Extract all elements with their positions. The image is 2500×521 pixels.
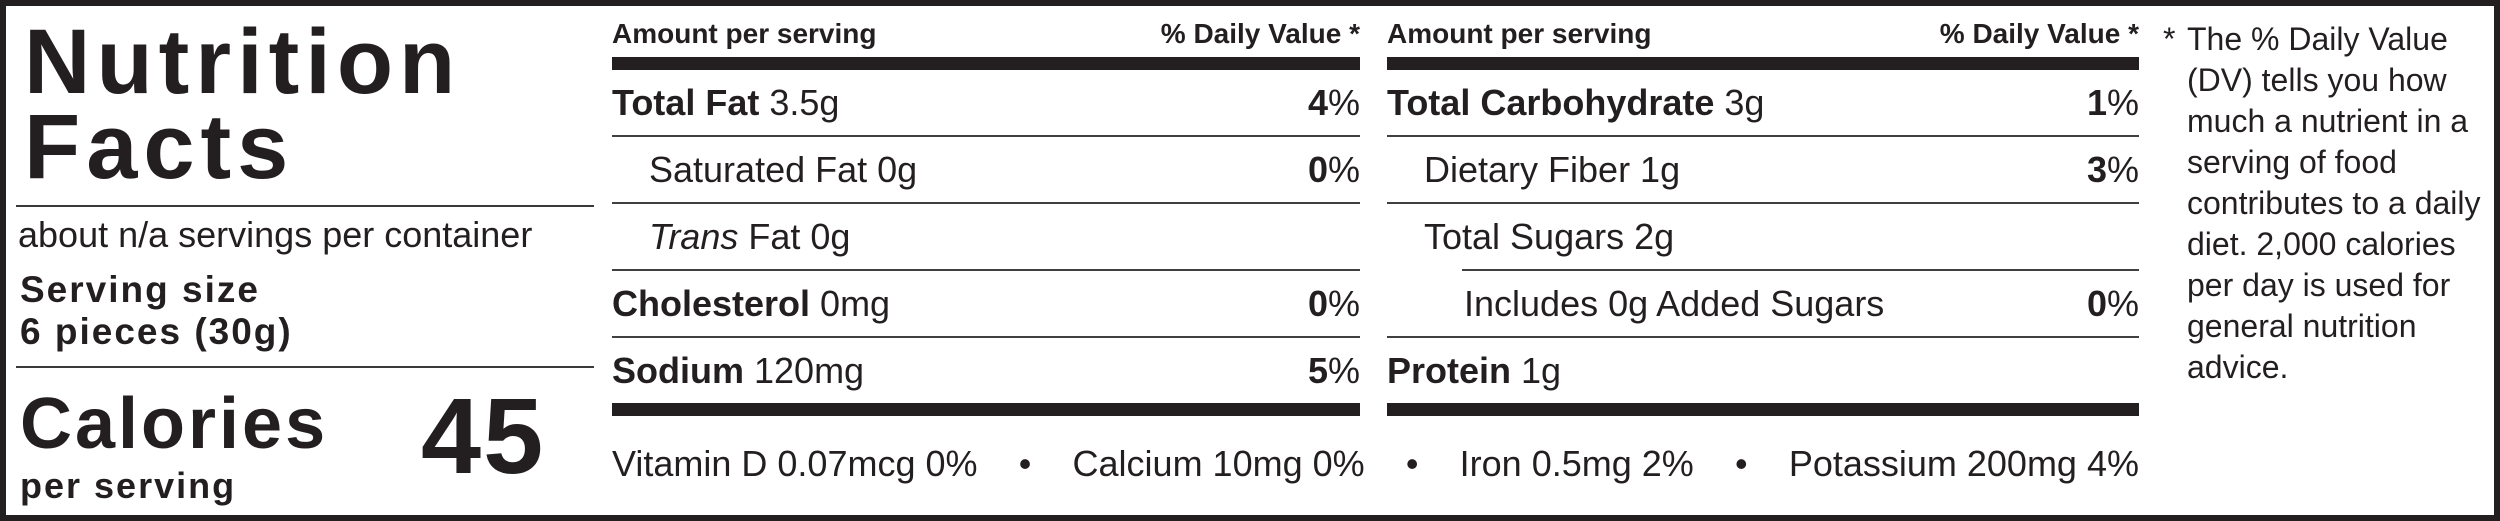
nutrient-amount: 120mg [744, 349, 865, 391]
nutrient-name: Protein 1g [1387, 350, 1561, 392]
row-divider-indented [1462, 269, 2139, 271]
title-line-2: Facts [24, 96, 295, 198]
nutrient-name-bold: Protein [1387, 349, 1512, 391]
nutrient-amount: Dietary Fiber 1g [1424, 148, 1681, 190]
nutrient-name: Total Carbohydrate 3g [1387, 82, 1764, 124]
thick-bar [1387, 403, 2139, 416]
daily-value: 5% [1307, 349, 1360, 391]
title-line-1: Nutrition [24, 11, 462, 113]
footnote-text: The % Daily Value (DV) tells you how muc… [2187, 21, 2481, 385]
nutrient-name-bold: Total Carbohydrate [1387, 81, 1715, 123]
column-header: Amount per serving % Daily Value * [612, 6, 1360, 57]
nutrient-name: Cholesterol 0mg [612, 283, 890, 325]
nutrient-amount: 0mg [810, 282, 891, 324]
nutrient-amount: 1g [1511, 349, 1562, 391]
row-total-fat: Total Fat 3.5g 4% [612, 70, 1360, 135]
thick-bar [612, 57, 1360, 70]
nutrient-name: Total Sugars 2g [1387, 216, 1674, 258]
nutrient-name: Sodium 120mg [612, 350, 864, 392]
daily-value: 0% [1307, 148, 1360, 190]
nutrient-name-bold: Cholesterol [612, 282, 811, 324]
nutrient-amount: Includes 0g Added Sugars [1464, 282, 1885, 324]
thick-bar [1387, 57, 2139, 70]
calories-label: Calories [20, 384, 329, 464]
daily-value: 1% [2086, 81, 2139, 123]
row-total-sugars: Total Sugars 2g [1387, 204, 2139, 269]
nutrient-amount: Fat 0g [738, 215, 851, 257]
label-title: Nutrition Facts [24, 11, 462, 198]
row-divider [612, 336, 1360, 338]
row-divider [1387, 135, 2139, 137]
title-divider [16, 205, 594, 207]
nutrient-name: Saturated Fat 0g [612, 149, 917, 191]
daily-value-header: % Daily Value * [1939, 18, 2139, 49]
nutrient-name: Dietary Fiber 1g [1387, 149, 1680, 191]
daily-value: 0% [1307, 282, 1360, 324]
daily-value-footnote: * The % Daily Value (DV) tells you how m… [2163, 19, 2487, 388]
nutrient-name: Trans Fat 0g [612, 216, 850, 258]
calories-divider [16, 366, 594, 368]
micronutrient-vitamin-d: Vitamin D 0.07mcg 0% [612, 443, 978, 484]
row-protein: Protein 1g [1387, 338, 2139, 403]
column-header: Amount per serving % Daily Value * [1387, 6, 2139, 57]
nutrient-name: Total Fat 3.5g [612, 82, 839, 124]
serving-size-value: 6 pieces (30g) [20, 311, 293, 352]
calories-sublabel: per serving [20, 465, 237, 506]
footnote-asterisk: * [2163, 21, 2176, 57]
thick-bar [612, 403, 1360, 416]
nutrient-name-italic: Trans [649, 215, 739, 257]
row-cholesterol: Cholesterol 0mg 0% [612, 271, 1360, 336]
row-dietary-fiber: Dietary Fiber 1g 3% [1387, 137, 2139, 202]
daily-value-header: % Daily Value * [1160, 18, 1360, 49]
nutrient-column-1: Amount per serving % Daily Value * Total… [612, 6, 1360, 416]
micronutrient-potassium: Potassium 200mg 4% [1788, 443, 2139, 484]
nutrient-amount: 3g [1714, 81, 1765, 123]
amount-per-serving-header: Amount per serving [612, 18, 877, 49]
amount-per-serving-header: Amount per serving [1387, 18, 1652, 49]
nutrient-amount: 3.5g [759, 81, 840, 123]
nutrient-amount: Saturated Fat 0g [649, 148, 918, 190]
nutrient-amount: Total Sugars 2g [1424, 215, 1675, 257]
row-divider [612, 202, 1360, 204]
row-sodium: Sodium 120mg 5% [612, 338, 1360, 403]
left-panel: Nutrition Facts about n/a servings per c… [16, 6, 596, 515]
nutrient-column-2: Amount per serving % Daily Value * Total… [1387, 6, 2139, 416]
row-divider [612, 135, 1360, 137]
bullet-separator: • [1405, 443, 1419, 484]
nutrient-name: Includes 0g Added Sugars [1387, 283, 1884, 325]
micronutrient-iron: Iron 0.5mg 2% [1459, 443, 1694, 484]
row-trans-fat: Trans Fat 0g [612, 204, 1360, 269]
nutrient-name-bold: Sodium [612, 349, 744, 391]
bullet-separator: • [1735, 443, 1748, 484]
row-total-carbohydrate: Total Carbohydrate 3g 1% [1387, 70, 2139, 135]
row-divider [612, 269, 1360, 271]
daily-value: 0% [2086, 282, 2139, 324]
row-divider [1387, 336, 2139, 338]
bullet-separator: • [1018, 443, 1032, 484]
servings-per-container: about n/a servings per container [18, 214, 533, 255]
daily-value: 4% [1307, 81, 1360, 123]
micronutrients-row: Vitamin D 0.07mcg 0% • Calcium 10mg 0% •… [612, 443, 2139, 485]
nutrient-name-bold: Total Fat [612, 81, 760, 123]
micronutrient-calcium: Calcium 10mg 0% [1072, 443, 1365, 484]
calories-value: 45 [421, 375, 546, 496]
row-saturated-fat: Saturated Fat 0g 0% [612, 137, 1360, 202]
serving-size-label: Serving size [20, 269, 260, 310]
row-added-sugars: Includes 0g Added Sugars 0% [1387, 271, 2139, 336]
row-divider [1387, 202, 2139, 204]
daily-value: 3% [2086, 148, 2139, 190]
